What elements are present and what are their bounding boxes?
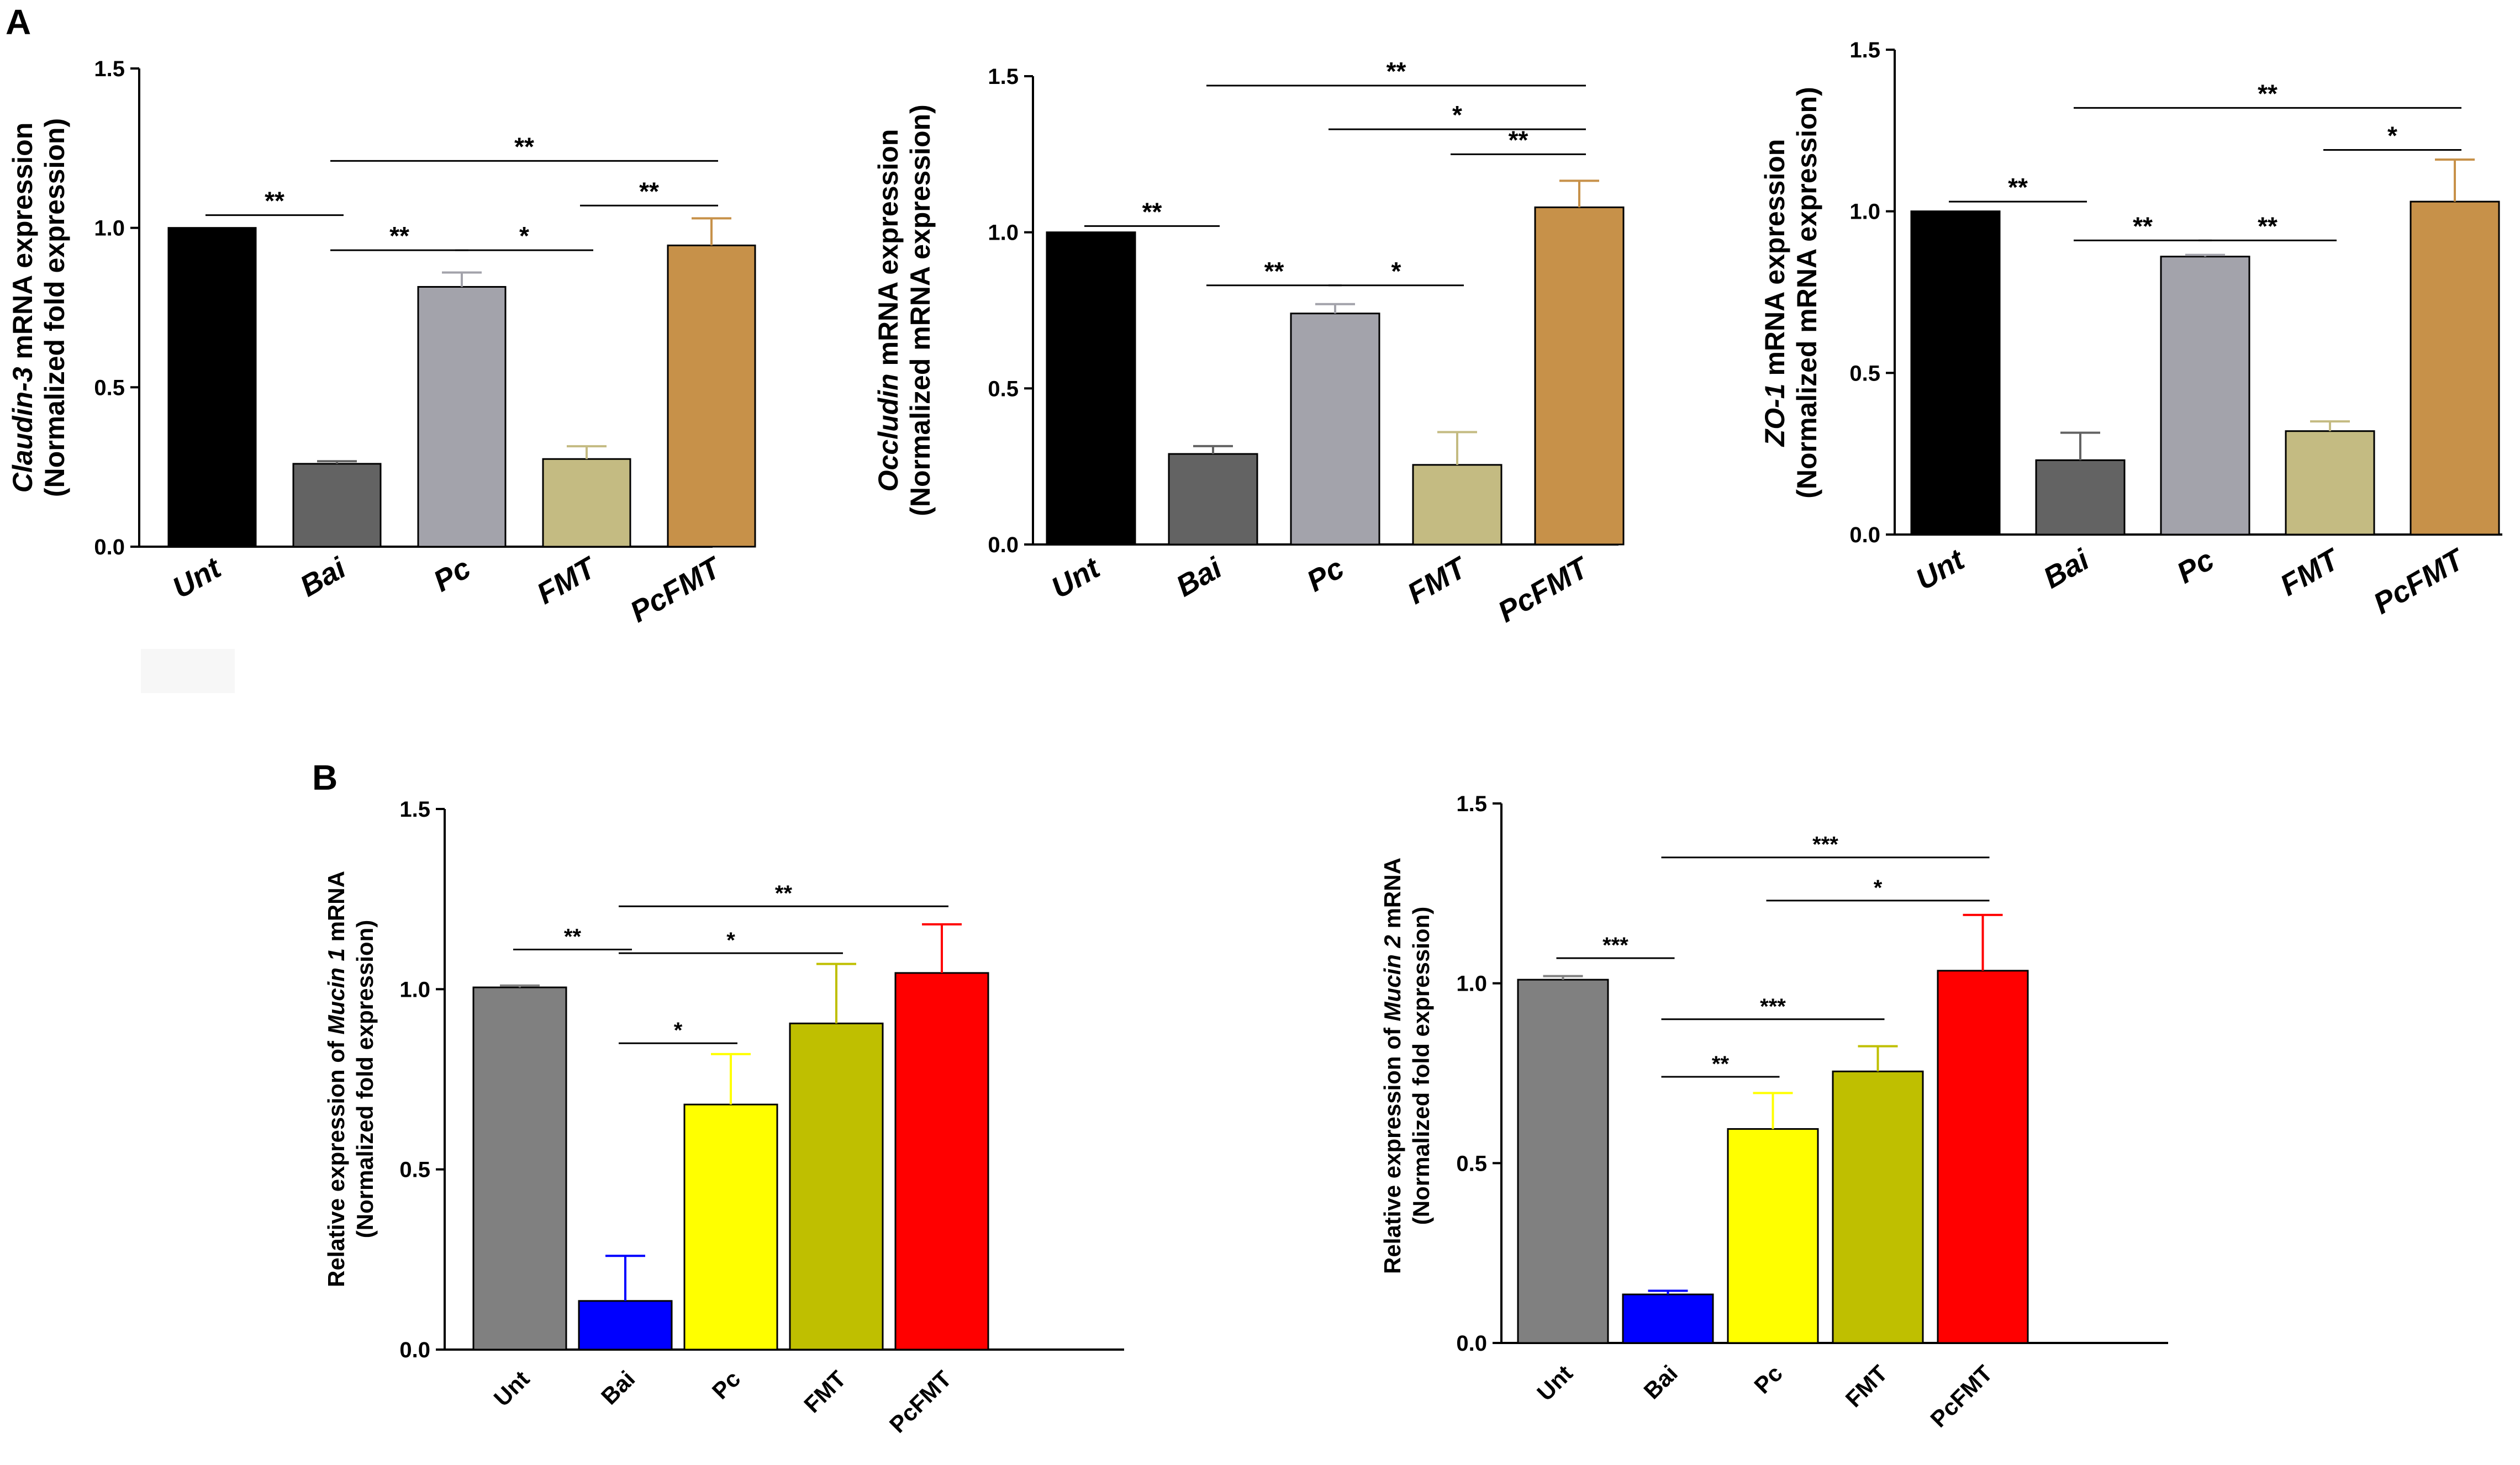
y-axis-label-suffix: mRNA expression — [873, 129, 904, 374]
bar-unt — [1517, 979, 1609, 1344]
bar-fmt — [2285, 430, 2375, 536]
significance-label: *** — [1602, 933, 1628, 958]
bar-bai — [2035, 459, 2126, 536]
bar-pc — [683, 1103, 778, 1351]
bar-fmt — [1832, 1070, 1924, 1344]
bar-bai — [1168, 453, 1258, 546]
y-tick-label: 1.5 — [94, 57, 125, 81]
y-axis-label-line2: (Normalized mRNA expression) — [905, 104, 936, 516]
y-axis-label-line2: (Normalized fold expression) — [352, 920, 378, 1238]
y-tick-label: 0.0 — [94, 535, 125, 559]
y-axis-label-suffix: mRNA — [323, 871, 349, 948]
bar-pcfmt — [1937, 970, 2029, 1344]
significance-label: ** — [2008, 173, 2028, 202]
y-tick-label: 1.0 — [1456, 972, 1487, 996]
y-axis-label-prefix: Relative expression of — [1379, 1021, 1405, 1274]
y-tick-label: 0.5 — [94, 375, 125, 400]
significance-label: * — [674, 1018, 683, 1043]
y-tick-label: 0.0 — [988, 533, 1019, 557]
panel-label-b: B — [312, 758, 338, 797]
decorative-gray-patch — [141, 649, 235, 693]
y-axis-label: Occludin mRNA expression — [873, 129, 904, 492]
significance-label: ** — [1712, 1052, 1730, 1076]
bar-unt — [1046, 231, 1136, 546]
significance-label: *** — [1812, 833, 1838, 857]
significance-label: ** — [1386, 57, 1406, 86]
y-axis-label-suffix: mRNA — [1379, 858, 1405, 935]
bar-pc — [1290, 313, 1380, 546]
y-tick-label: 1.5 — [988, 65, 1019, 89]
significance-label: ** — [1142, 197, 1162, 226]
y-axis-label: Relative expression of Mucin 2 mRNA — [1379, 858, 1405, 1274]
y-axis-label-prefix: Relative expression of — [323, 1034, 349, 1287]
y-tick-label: 0.5 — [988, 377, 1019, 401]
bar-pc — [417, 285, 507, 548]
y-tick-label: 0.0 — [1849, 523, 1880, 547]
significance-label: ** — [564, 925, 582, 949]
bar-fmt — [542, 458, 631, 548]
y-tick-label: 0.0 — [1456, 1331, 1487, 1356]
bar-pc — [2160, 256, 2250, 536]
y-axis-label: Claudin-3 mRNA expression — [7, 123, 38, 493]
significance-label: * — [1452, 101, 1462, 129]
significance-label: ** — [639, 177, 659, 205]
y-tick-label: 1.0 — [988, 221, 1019, 245]
significance-label: *** — [1760, 995, 1786, 1019]
y-axis-label-line2: (Normalized mRNA expression) — [1791, 87, 1822, 499]
y-axis-label-line2: (Normalized fold expression) — [39, 118, 70, 497]
bar-unt — [472, 986, 567, 1351]
y-tick-label: 0.5 — [1456, 1151, 1487, 1176]
significance-label: * — [2387, 121, 2397, 150]
significance-label: ** — [2133, 211, 2153, 240]
significance-label: * — [1391, 257, 1401, 285]
significance-label: ** — [2258, 79, 2278, 108]
panel-label-a: A — [6, 2, 31, 42]
significance-label: * — [726, 928, 735, 953]
significance-label: ** — [775, 881, 793, 906]
significance-label: ** — [2258, 211, 2278, 240]
bar-fmt — [1412, 464, 1502, 546]
significance-label: ** — [1509, 125, 1528, 154]
y-tick-label: 0.5 — [1849, 361, 1880, 385]
y-axis-label-suffix: mRNA expression — [1759, 139, 1790, 384]
y-tick-label: 1.5 — [1849, 38, 1880, 62]
significance-label: ** — [265, 187, 284, 215]
y-tick-label: 0.5 — [399, 1158, 430, 1182]
bar-pcfmt — [667, 244, 756, 548]
y-tick-label: 1.0 — [94, 216, 125, 241]
bar-bai — [292, 463, 382, 548]
y-axis-label-gene: Mucin 2 — [1379, 935, 1405, 1021]
bar-pcfmt — [894, 972, 989, 1351]
bar-pcfmt — [1534, 206, 1625, 546]
significance-label: ** — [1264, 257, 1284, 285]
y-axis-label-line2: (Normalized fold expression) — [1408, 907, 1434, 1225]
significance-label: * — [519, 221, 529, 250]
significance-label: * — [1874, 876, 1883, 900]
bar-pc — [1727, 1128, 1819, 1344]
y-axis-label: ZO-1 mRNA expression — [1759, 139, 1790, 448]
y-axis-label-gene: Occludin — [873, 373, 904, 491]
y-tick-label: 1.5 — [399, 797, 430, 822]
y-axis-label-suffix: mRNA expression — [7, 123, 38, 367]
significance-label: ** — [514, 132, 534, 161]
y-axis-label-gene: Mucin 1 — [323, 948, 349, 1034]
y-axis-label-gene: Claudin-3 — [7, 367, 38, 493]
bar-unt — [167, 227, 257, 548]
bar-pcfmt — [2410, 200, 2500, 536]
bar-bai — [578, 1300, 673, 1351]
bar-fmt — [789, 1022, 884, 1351]
y-tick-label: 1.0 — [399, 977, 430, 1002]
y-tick-label: 1.0 — [1849, 200, 1880, 224]
y-axis-label: Relative expression of Mucin 1 mRNA — [323, 871, 349, 1287]
bar-unt — [1910, 210, 2001, 536]
y-axis-label-gene: ZO-1 — [1759, 383, 1790, 447]
significance-label: ** — [389, 221, 409, 250]
bar-bai — [1622, 1293, 1714, 1344]
y-tick-label: 0.0 — [399, 1338, 430, 1362]
y-tick-label: 1.5 — [1456, 792, 1487, 816]
